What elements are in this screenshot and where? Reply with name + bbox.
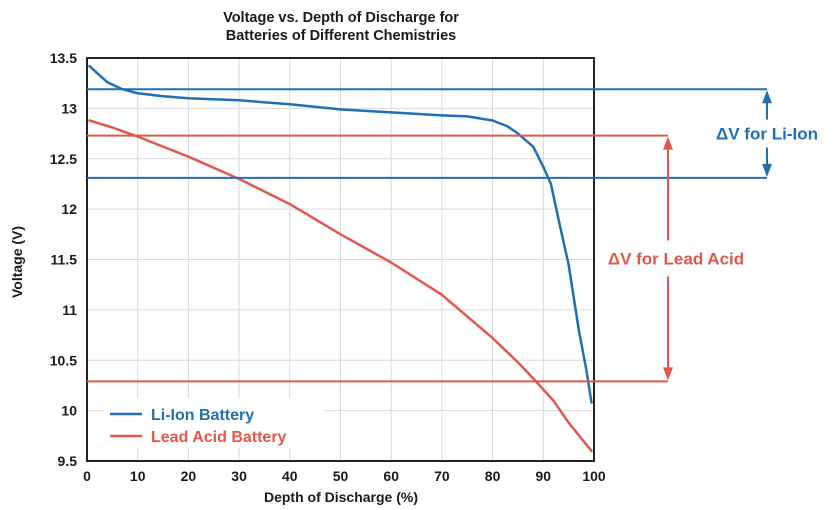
x-tick-label: 40 [282, 468, 298, 484]
series-line-1 [88, 119, 593, 453]
delta-arrowhead-down [762, 163, 772, 177]
x-tick-label: 90 [536, 468, 552, 484]
legend-background [104, 398, 324, 448]
series-line-0 [88, 64, 593, 404]
x-axis-label: Depth of Discharge (%) [264, 489, 418, 505]
delta-arrowhead-down [663, 367, 673, 381]
chart-title-line-2: Batteries of Different Chemistries [226, 28, 456, 44]
y-tick-label: 13.5 [50, 50, 77, 66]
x-tick-label: 100 [582, 468, 606, 484]
delta-annotation-label: ΔV for Li-Ion [716, 125, 818, 144]
y-tick-label: 12 [61, 201, 77, 217]
reference-lines [87, 88, 767, 383]
delta-arrowhead-up [762, 90, 772, 104]
delta-annotation-label: ΔV for Lead Acid [608, 249, 744, 268]
x-tick-label: 0 [83, 468, 91, 484]
gridlines [87, 58, 594, 461]
legend: Li-Ion Battery Lead Acid Battery [104, 398, 324, 448]
x-tick-label: 10 [130, 468, 146, 484]
y-axis-ticks: 9.5 10 10.5 11 11.5 12 12.5 13 13.5 [50, 50, 77, 469]
x-tick-label: 60 [383, 468, 399, 484]
y-tick-label: 9.5 [58, 453, 78, 469]
y-tick-label: 11.5 [51, 252, 78, 268]
y-tick-label: 10 [61, 403, 77, 419]
plot-frame [86, 57, 595, 462]
x-tick-label: 50 [333, 468, 349, 484]
chart-title: Voltage vs. Depth of Discharge for Batte… [223, 10, 459, 44]
x-tick-label: 70 [434, 468, 450, 484]
x-tick-label: 80 [485, 468, 501, 484]
x-axis-ticks: 0 10 20 30 40 50 60 70 80 90 100 [83, 468, 606, 484]
delta-annotations: ΔV for Li-Ion ΔV for Lead Acid [608, 90, 818, 381]
y-tick-label: 12.5 [50, 151, 77, 167]
series-lines [88, 64, 593, 453]
y-tick-label: 11 [62, 302, 77, 318]
y-tick-label: 13 [61, 100, 77, 116]
y-tick-label: 10.5 [50, 352, 77, 368]
legend-label: Li-Ion Battery [151, 407, 254, 424]
chart-title-line-1: Voltage vs. Depth of Discharge for [223, 10, 459, 26]
x-tick-label: 20 [181, 468, 197, 484]
delta-arrowhead-up [663, 136, 673, 150]
legend-label: Lead Acid Battery [151, 429, 287, 446]
y-axis-label: Voltage (V) [9, 226, 25, 298]
x-tick-label: 30 [231, 468, 247, 484]
